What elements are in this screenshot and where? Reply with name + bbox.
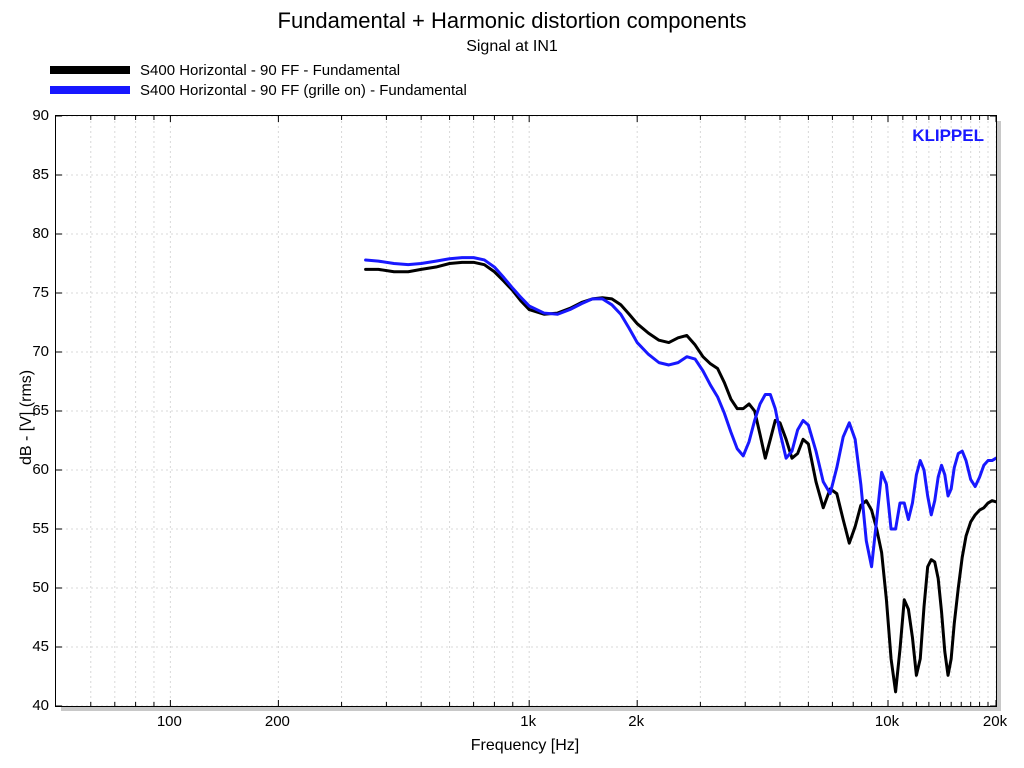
watermark: KLIPPEL bbox=[912, 126, 984, 146]
legend-item-0: S400 Horizontal - 90 FF - Fundamental bbox=[50, 60, 467, 80]
chart-subtitle: Signal at IN1 bbox=[0, 38, 1024, 56]
legend-label-0: S400 Horizontal - 90 FF - Fundamental bbox=[140, 62, 400, 79]
y-tick-label: 40 bbox=[32, 697, 49, 714]
chart-root: Fundamental + Harmonic distortion compon… bbox=[0, 0, 1024, 768]
y-tick-label: 80 bbox=[32, 225, 49, 242]
x-axis-label: Frequency [Hz] bbox=[55, 737, 995, 755]
legend-swatch-0 bbox=[50, 66, 130, 74]
plot-area: KLIPPEL bbox=[55, 115, 997, 707]
y-tick-label: 50 bbox=[32, 579, 49, 596]
x-tick-label: 10k bbox=[872, 713, 902, 730]
y-tick-label: 90 bbox=[32, 107, 49, 124]
y-tick-label: 85 bbox=[32, 166, 49, 183]
legend-item-1: S400 Horizontal - 90 FF (grille on) - Fu… bbox=[50, 80, 467, 100]
chart-title: Fundamental + Harmonic distortion compon… bbox=[0, 8, 1024, 34]
y-tick-label: 55 bbox=[32, 520, 49, 537]
y-tick-label: 60 bbox=[32, 461, 49, 478]
legend: S400 Horizontal - 90 FF - Fundamental S4… bbox=[50, 60, 467, 100]
x-tick-label: 20k bbox=[980, 713, 1010, 730]
legend-swatch-1 bbox=[50, 86, 130, 94]
x-tick-label: 1k bbox=[513, 713, 543, 730]
y-tick-label: 70 bbox=[32, 343, 49, 360]
y-tick-label: 75 bbox=[32, 284, 49, 301]
x-tick-label: 200 bbox=[262, 713, 292, 730]
plot-svg bbox=[56, 116, 996, 706]
y-tick-label: 65 bbox=[32, 402, 49, 419]
x-tick-label: 100 bbox=[154, 713, 184, 730]
legend-label-1: S400 Horizontal - 90 FF (grille on) - Fu… bbox=[140, 82, 467, 99]
plot-area-wrap: KLIPPEL bbox=[55, 115, 1001, 711]
y-tick-label: 45 bbox=[32, 638, 49, 655]
x-tick-label: 2k bbox=[621, 713, 651, 730]
